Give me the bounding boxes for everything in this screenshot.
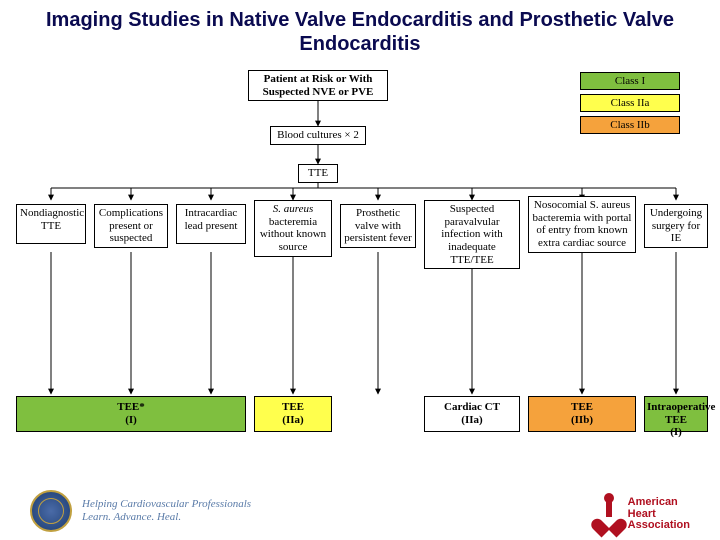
footer: Helping Cardiovascular Professionals Lea… <box>0 482 720 532</box>
aha-logo-icon <box>596 499 622 531</box>
rec-r4: TEE(IIb) <box>528 396 636 432</box>
node-tte: TTE <box>298 164 338 183</box>
rec-r5: Intraoperative TEE(I) <box>644 396 708 432</box>
node-b6: Suspected paravalvular infection with in… <box>424 200 520 269</box>
acc-branding: Helping Cardiovascular Professionals Lea… <box>30 490 251 532</box>
page-title: Imaging Studies in Native Valve Endocard… <box>0 0 720 56</box>
acc-seal-icon <box>30 490 72 532</box>
node-cultures: Blood cultures × 2 <box>270 126 366 145</box>
node-b3: Intracardiac lead present <box>176 204 246 244</box>
legend-class2a: Class IIa <box>580 94 680 112</box>
node-b2: Complications present or suspected <box>94 204 168 248</box>
rec-r1: TEE*(I) <box>16 396 246 432</box>
node-b7: Nosocomial S. aureus bacteremia with por… <box>528 196 636 253</box>
acc-tagline-line2: Learn. Advance. Heal. <box>82 511 251 524</box>
node-b1: Nondiagnostic TTE <box>16 204 86 244</box>
aha-line3: Association <box>628 520 690 532</box>
rec-r2: TEE(IIa) <box>254 396 332 432</box>
aha-branding: American Heart Association <box>596 497 690 532</box>
legend-class2b: Class IIb <box>580 116 680 134</box>
legend: Class I Class IIa Class IIb <box>580 72 680 138</box>
node-b8: Undergoing surgery for IE <box>644 204 708 248</box>
rec-r3: Cardiac CT(IIa) <box>424 396 520 432</box>
acc-tagline-line1: Helping Cardiovascular Professionals <box>82 498 251 511</box>
node-b5: Prosthetic valve with persistent fever <box>340 204 416 248</box>
node-b4: S. aureus bacteremia without known sourc… <box>254 200 332 257</box>
legend-class1: Class I <box>580 72 680 90</box>
acc-tagline: Helping Cardiovascular Professionals Lea… <box>82 498 251 524</box>
aha-text: American Heart Association <box>628 497 690 532</box>
node-start: Patient at Risk or With Suspected NVE or… <box>248 70 388 101</box>
